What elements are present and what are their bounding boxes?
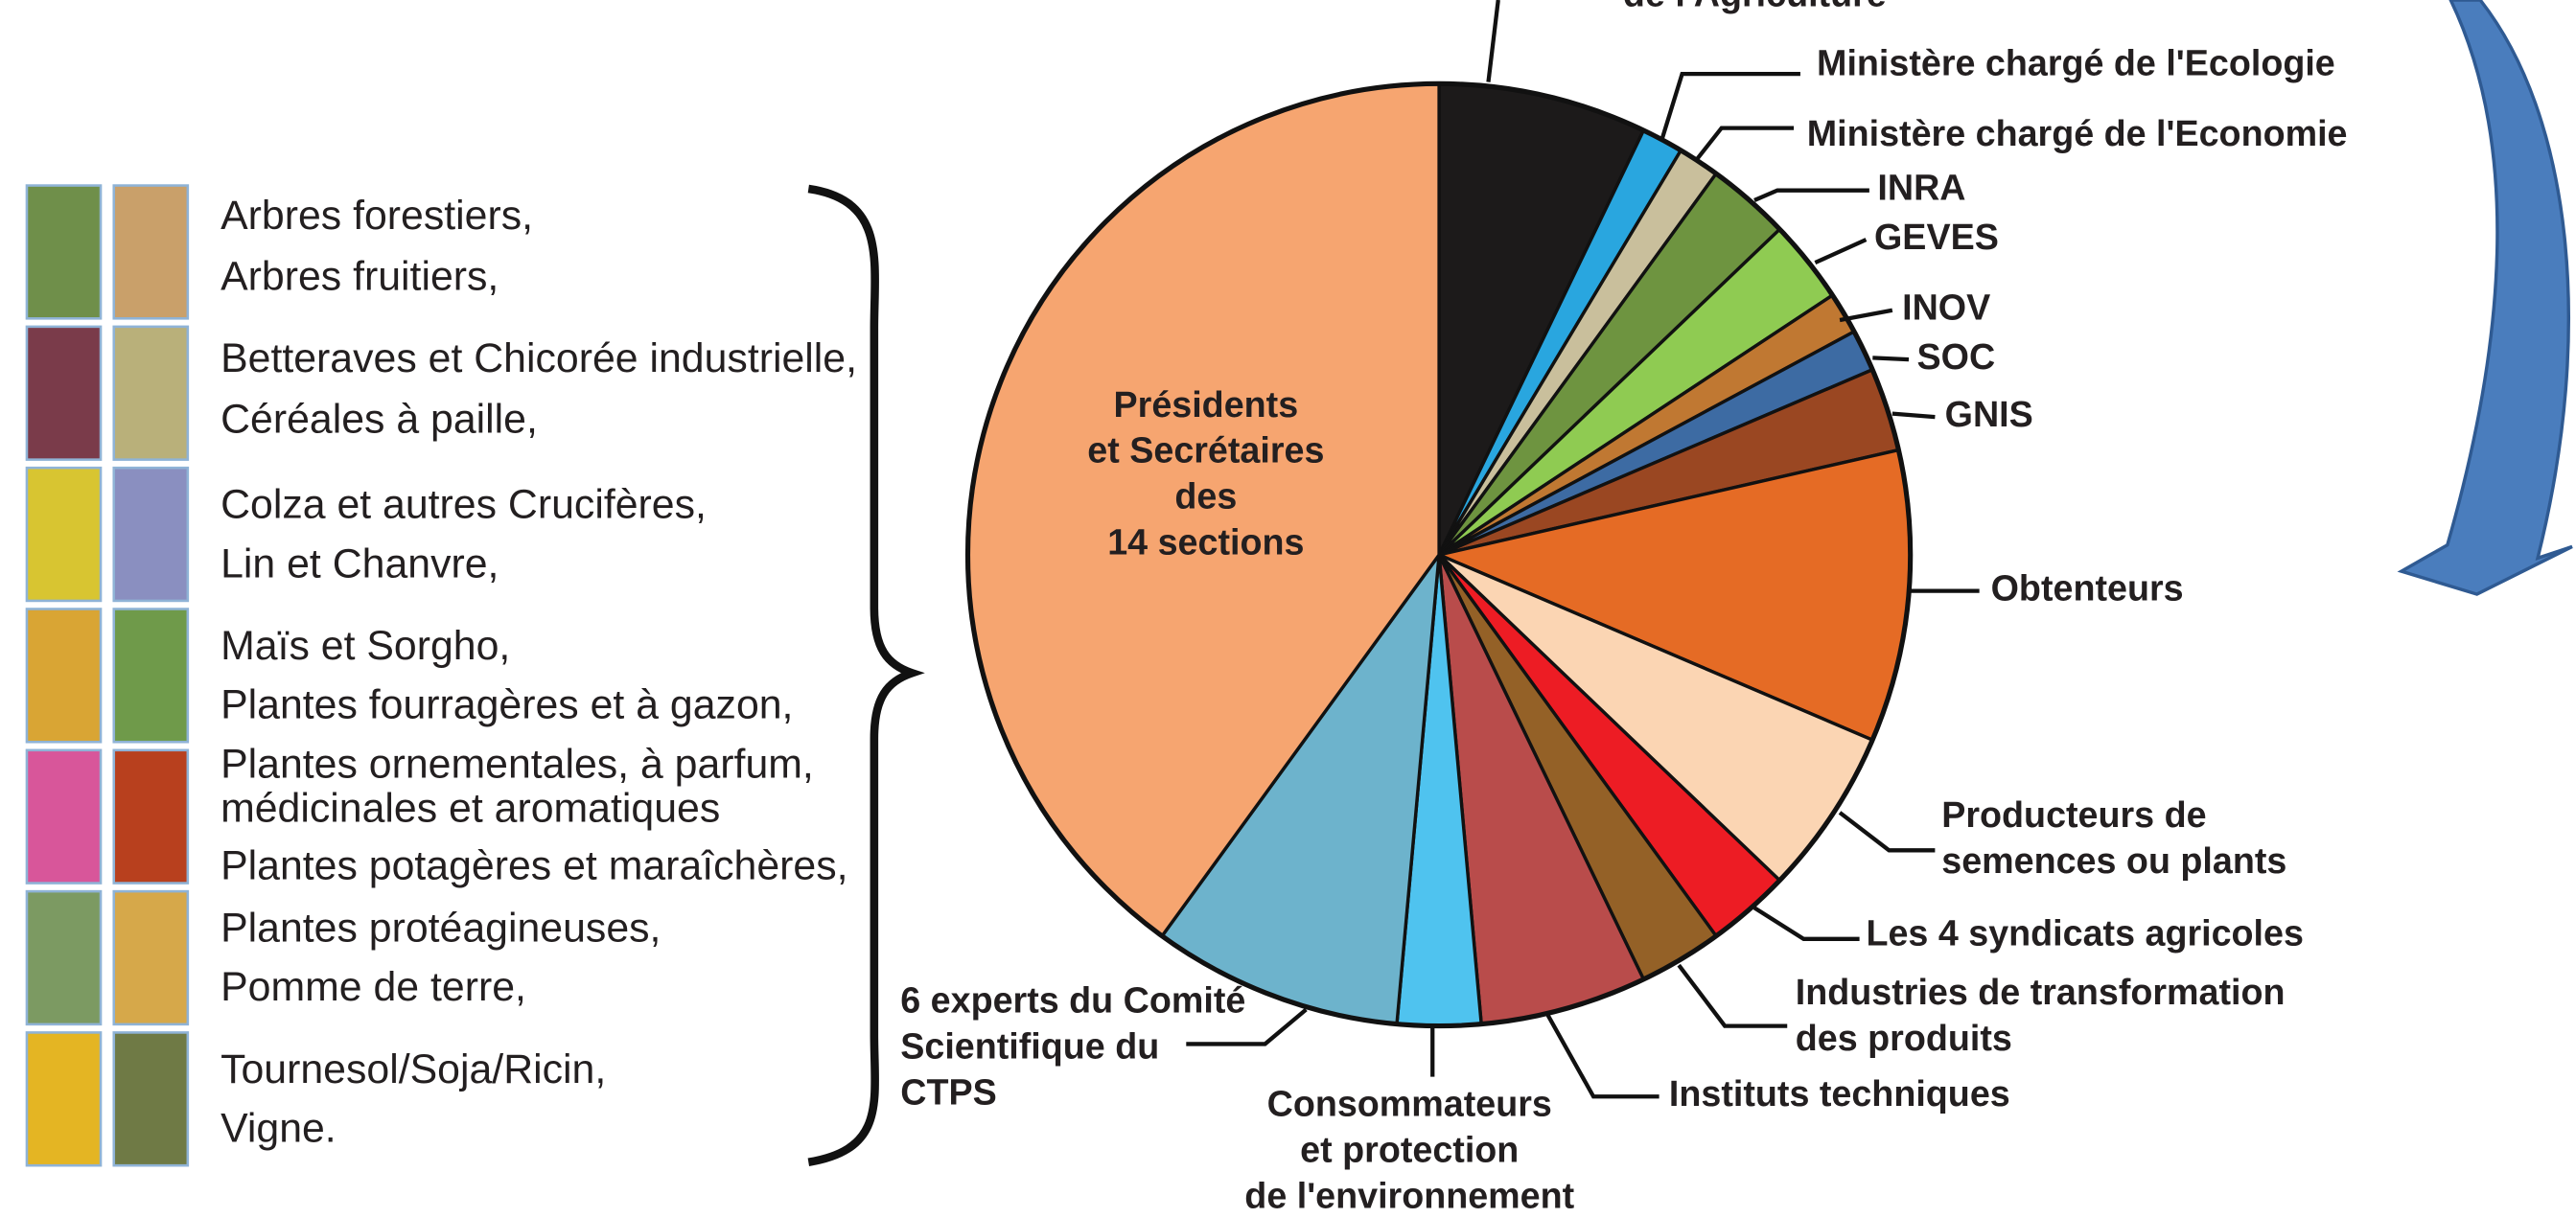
slice-label: CTPS bbox=[900, 1071, 996, 1112]
chart: Arbres forestiers, Arbres fruitiers, Bette… bbox=[0, 0, 2576, 1218]
thumbnail bbox=[27, 1032, 101, 1165]
slice-label: Présidents bbox=[1114, 384, 1299, 425]
slice-label: SOC bbox=[1917, 336, 1996, 377]
slice-label: de l'environnement bbox=[1244, 1175, 1574, 1215]
slice-label: de l'Agriculture bbox=[1623, 0, 1887, 14]
slice-label: des produits bbox=[1796, 1018, 2012, 1058]
crop-label: Céréales à paille, bbox=[220, 397, 538, 443]
slice-label: et protection bbox=[1300, 1129, 1519, 1169]
slice-label: Industries de transformation bbox=[1796, 972, 2286, 1012]
slice-label: Consommateurs bbox=[1267, 1083, 1552, 1123]
leader-line bbox=[1754, 191, 1869, 200]
slice-label: 14 sections bbox=[1107, 522, 1304, 563]
thumbnail bbox=[27, 468, 101, 601]
crop-label: Vigne. bbox=[220, 1106, 337, 1152]
leader-line bbox=[1815, 240, 1866, 263]
slice-label: GEVES bbox=[1874, 217, 1999, 257]
crop-label: Plantes protéagineuses, bbox=[220, 906, 661, 952]
slice-label: Scientifique du bbox=[900, 1026, 1159, 1067]
slice-label: semences ou plants bbox=[1941, 840, 2286, 881]
slice-label: Ministère chargé de l'Economie bbox=[1807, 113, 2348, 153]
leader-line bbox=[1872, 357, 1909, 359]
leader-line bbox=[1754, 908, 1860, 939]
crop-label: Arbres forestiers, bbox=[220, 193, 533, 239]
slice-label: Ministère chargé de l'Ecologie bbox=[1817, 42, 2335, 82]
thumbnails bbox=[27, 186, 188, 1166]
slice-label: 6 experts du Comité bbox=[900, 980, 1245, 1021]
page: {"chart_data":{"type":"pie", "categories… bbox=[0, 0, 2576, 1218]
crop-label: Tournesol/Soja/Ricin, bbox=[220, 1046, 606, 1092]
crop-label: Arbres fruitiers, bbox=[220, 254, 499, 300]
thumbnail bbox=[114, 186, 188, 319]
arrow bbox=[2402, 0, 2572, 594]
crop-label: Betteraves et Chicorée industrielle, bbox=[220, 335, 857, 381]
thumbnail bbox=[114, 468, 188, 601]
slice-label: Instituts techniques bbox=[1669, 1073, 2010, 1114]
slice-label: INOV bbox=[1902, 287, 1990, 328]
thumbnail bbox=[27, 186, 101, 319]
slice-label: Obtenteurs bbox=[1991, 568, 2184, 609]
leader-line bbox=[1840, 813, 1935, 850]
crop-label: Plantes fourragères et à gazon, bbox=[220, 682, 793, 728]
thumbnail bbox=[114, 327, 188, 460]
leader-line bbox=[1697, 128, 1794, 160]
thumbnail bbox=[27, 327, 101, 460]
crop-label: Pomme de terre, bbox=[220, 964, 526, 1010]
leader-line bbox=[1679, 965, 1787, 1025]
slice-label: des bbox=[1174, 476, 1237, 517]
leader-line bbox=[1488, 0, 1497, 82]
crop-label: Colza et autres Crucifères, bbox=[220, 482, 707, 528]
thumbnail bbox=[114, 750, 188, 884]
crop-label: médicinales et aromatiques bbox=[220, 786, 720, 832]
slice-label: Les 4 syndicats agricoles bbox=[1866, 912, 2303, 953]
crop-label: Plantes potagères et maraîchères, bbox=[220, 842, 847, 888]
thumbnail bbox=[27, 609, 101, 743]
thumbnail bbox=[27, 891, 101, 1024]
slice-label: GNIS bbox=[1945, 394, 2033, 434]
crop-label: Plantes ornementales, à parfum, bbox=[220, 741, 814, 787]
slice-label: Producteurs de bbox=[1941, 794, 2206, 835]
crop-label: Lin et Chanvre, bbox=[220, 540, 499, 586]
thumbnail bbox=[114, 891, 188, 1024]
leader-line bbox=[1892, 414, 1936, 417]
slice-label: INRA bbox=[1877, 168, 1965, 208]
slice-label: et Secrétaires bbox=[1087, 430, 1324, 471]
thumbnail bbox=[27, 750, 101, 884]
crop-label: Maïs et Sorgho, bbox=[220, 623, 510, 669]
leader-line bbox=[1547, 1015, 1659, 1097]
thumbnail bbox=[114, 1032, 188, 1165]
thumbnail bbox=[114, 609, 188, 743]
